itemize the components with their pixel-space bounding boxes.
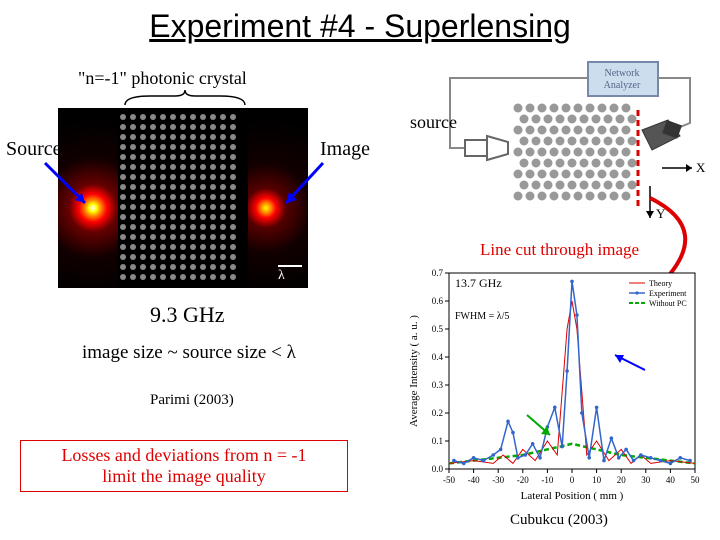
- brace-icon: [120, 88, 250, 106]
- svg-text:-50: -50: [443, 475, 455, 485]
- svg-text:Analyzer: Analyzer: [604, 80, 641, 91]
- svg-text:20: 20: [617, 475, 627, 485]
- svg-text:Without PC: Without PC: [649, 299, 687, 308]
- lambda-scale: λ: [278, 265, 302, 284]
- svg-text:Average Intensity ( a. u. ): Average Intensity ( a. u. ): [408, 315, 420, 427]
- svg-text:-10: -10: [541, 475, 553, 485]
- svg-text:0.4: 0.4: [432, 352, 444, 362]
- svg-text:50: 50: [691, 475, 701, 485]
- svg-text:10: 10: [592, 475, 602, 485]
- svg-text:30: 30: [641, 475, 651, 485]
- crystal-label: "n=-1" photonic crystal: [78, 68, 247, 89]
- svg-text:Network: Network: [605, 68, 640, 79]
- source-arrow-icon: [40, 158, 95, 213]
- svg-text:40: 40: [666, 475, 676, 485]
- image-arrow-icon: [278, 158, 333, 213]
- svg-text:Theory: Theory: [649, 279, 672, 288]
- svg-text:Experiment: Experiment: [649, 289, 687, 298]
- svg-text:Lateral Position ( mm ): Lateral Position ( mm ): [521, 490, 624, 502]
- svg-text:0.2: 0.2: [432, 408, 443, 418]
- frequency-label: 9.3 GHz: [150, 302, 225, 328]
- left-citation: Parimi (2003): [150, 392, 234, 409]
- loss-note-line2: limit the image quality: [29, 466, 339, 487]
- image-size-caption: image size ~ source size < λ: [82, 342, 296, 364]
- right-citation: Cubukcu (2003): [510, 512, 608, 529]
- svg-text:source: source: [410, 112, 457, 132]
- svg-text:0.6: 0.6: [432, 296, 444, 306]
- page-title: Experiment #4 - Superlensing: [0, 0, 720, 45]
- photonic-crystal-panel: a /*generated below by JS*/ λ: [58, 108, 308, 288]
- svg-text:0.3: 0.3: [432, 380, 444, 390]
- svg-text:-40: -40: [468, 475, 480, 485]
- svg-text:0.7: 0.7: [432, 268, 444, 278]
- svg-text:0.0: 0.0: [432, 464, 444, 474]
- loss-note: Losses and deviations from n = -1 limit …: [20, 440, 348, 492]
- svg-text:X: X: [696, 160, 706, 175]
- wo-lens-arrow-icon: [522, 413, 557, 443]
- linecut-label: Line cut through image: [480, 240, 639, 260]
- svg-text:FWHM = λ/5: FWHM = λ/5: [455, 311, 509, 322]
- svg-text:0: 0: [570, 475, 575, 485]
- svg-text:0.1: 0.1: [432, 436, 443, 446]
- crystal-lattice: /*generated below by JS*/: [118, 112, 248, 282]
- intensity-chart: -50 -40 -30 -20 -10 0 10 20 30 40 50 0.0 0.1 0.2 0.3 0.…: [405, 265, 705, 505]
- svg-text:-20: -20: [517, 475, 529, 485]
- with-lens-arrow-icon: [610, 350, 650, 380]
- loss-note-line1: Losses and deviations from n = -1: [29, 445, 339, 466]
- svg-text:13.7 GHz: 13.7 GHz: [455, 276, 502, 290]
- svg-text:0.5: 0.5: [432, 324, 444, 334]
- svg-text:-30: -30: [492, 475, 504, 485]
